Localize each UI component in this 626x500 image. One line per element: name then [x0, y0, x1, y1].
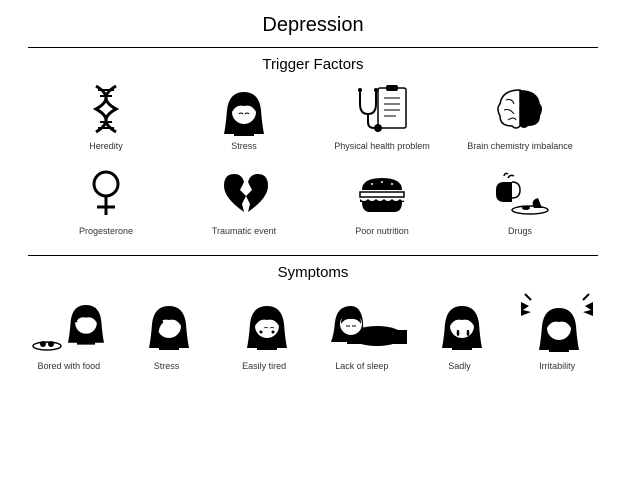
- caption: Poor nutrition: [355, 226, 409, 237]
- caption: Heredity: [89, 141, 123, 152]
- trigger-heredity: Heredity: [40, 83, 172, 152]
- caption: Bored with food: [38, 361, 101, 372]
- trigger-drugs: Drugs: [454, 168, 586, 237]
- section-title-triggers: Trigger Factors: [0, 56, 626, 73]
- trigger-progesterone: Progesterone: [40, 168, 172, 237]
- caption: Physical health problem: [334, 141, 430, 152]
- burger-icon: [356, 168, 408, 220]
- symptom-tired: Easily tired: [217, 291, 311, 372]
- triggers-grid: Heredity Stress Physical health: [0, 83, 626, 237]
- woman-stress-icon: [214, 83, 274, 135]
- symptom-stress: Stress: [120, 291, 214, 372]
- symptom-bored-food: Bored with food: [22, 291, 116, 372]
- caption: Progesterone: [79, 226, 133, 237]
- caption: Traumatic event: [212, 226, 276, 237]
- brain-icon: [492, 83, 548, 135]
- sadly-icon: [424, 291, 494, 355]
- lack-of-sleep-icon: [317, 291, 407, 355]
- symptom-sadly: Sadly: [413, 291, 507, 372]
- tired-icon: [229, 291, 299, 355]
- drugs-icon: [490, 168, 550, 220]
- caption: Brain chemistry imbalance: [467, 141, 573, 152]
- woman-stress-hand-icon: [131, 291, 201, 355]
- caption: Stress: [231, 141, 257, 152]
- page-title: Depression: [0, 0, 626, 43]
- divider-mid: [28, 255, 598, 256]
- trigger-health: Physical health problem: [316, 83, 448, 152]
- symptom-irritability: Irritability: [510, 291, 604, 372]
- trigger-brain: Brain chemistry imbalance: [454, 83, 586, 152]
- trigger-stress: Stress: [178, 83, 310, 152]
- bored-with-food-icon: [29, 291, 109, 355]
- broken-heart-icon: [220, 168, 268, 220]
- female-symbol-icon: [88, 168, 124, 220]
- divider-top: [28, 47, 598, 48]
- trigger-nutrition: Poor nutrition: [316, 168, 448, 237]
- section-title-symptoms: Symptoms: [0, 264, 626, 281]
- caption: Sadly: [448, 361, 471, 372]
- trigger-trauma: Traumatic event: [178, 168, 310, 237]
- clipboard-stethoscope-icon: [354, 83, 410, 135]
- symptoms-grid: Bored with food Stress Easily tired: [0, 291, 626, 372]
- caption: Irritability: [539, 361, 575, 372]
- caption: Drugs: [508, 226, 532, 237]
- caption: Lack of sleep: [335, 361, 388, 372]
- dna-icon: [86, 83, 126, 135]
- caption: Stress: [154, 361, 180, 372]
- caption: Easily tired: [242, 361, 286, 372]
- symptom-sleep: Lack of sleep: [315, 291, 409, 372]
- irritability-icon: [515, 291, 599, 355]
